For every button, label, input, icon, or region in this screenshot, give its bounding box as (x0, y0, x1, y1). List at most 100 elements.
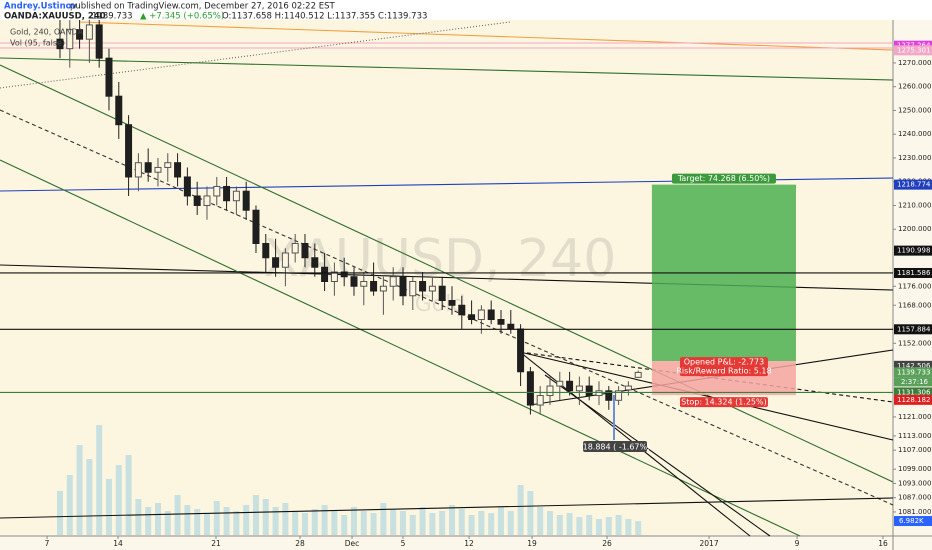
trend-line (0, 497, 894, 519)
price-tag (894, 387, 932, 398)
drawings (0, 21, 894, 537)
x-tick-label: 12 (464, 539, 474, 548)
target-label: Target: 74.268 (6.50%) (677, 174, 770, 183)
y-tick-label: 1093.000 (898, 479, 931, 487)
y-tick-label: 1152.000 (898, 339, 931, 347)
candle-body (330, 271, 338, 283)
volume-bar (174, 495, 181, 535)
volume-bar (576, 517, 583, 535)
candle-body (213, 185, 221, 197)
price-tag-label: 1190.998 (897, 247, 930, 255)
candle-body (468, 314, 476, 321)
price-tag-label: 1139.733 (897, 368, 930, 376)
legend-item: Vol (95, false) (10, 39, 65, 48)
volume-bar (145, 507, 152, 535)
candle-body (203, 195, 211, 206)
channel-line (0, 159, 801, 537)
x-tick-label: 19 (527, 539, 537, 548)
volume-bar (321, 505, 328, 535)
volume-bar (135, 499, 142, 535)
candle-body (399, 276, 407, 297)
y-tick-label: 1270.000 (898, 59, 931, 67)
volume-bar (625, 519, 632, 535)
candle-body (95, 24, 103, 59)
candle-body (379, 285, 387, 292)
price-tag (894, 179, 932, 190)
volume-bar (105, 479, 112, 535)
candle-body (144, 162, 152, 173)
volume-bar (233, 511, 240, 535)
candle-body (566, 380, 574, 392)
price-tag (894, 324, 932, 335)
y-tick-label: 1200.000 (898, 225, 931, 233)
pnl-label: Opened P&L: -2.773 (684, 358, 764, 367)
candle-body (419, 281, 427, 292)
candle-body (291, 242, 299, 254)
x-tick-label: 14 (113, 539, 123, 548)
candle-body (105, 57, 113, 97)
x-tick-label: Dec (345, 539, 360, 548)
candle-body (595, 390, 603, 397)
volume-bar (380, 503, 387, 535)
volume-bar (399, 511, 406, 535)
y-tick-label: 1081.000 (898, 508, 931, 516)
volume-bar (311, 509, 318, 535)
volume-bar (517, 485, 524, 535)
volume-bar (360, 511, 367, 535)
trend-line (79, 21, 894, 51)
price-tag (894, 267, 932, 278)
volume-bar (468, 515, 475, 535)
x-tick-label: 21 (211, 539, 221, 548)
volume-bar (458, 509, 465, 535)
volume-bar (292, 511, 299, 535)
candle-body (370, 281, 378, 292)
published: published on TradingView.com, December 2… (70, 2, 335, 12)
price-tag-label: 1128.182 (897, 396, 930, 404)
symbol: OANDA:XAUUSD, 240 (4, 12, 106, 22)
candle-body (428, 285, 436, 292)
volume-bar (223, 507, 230, 535)
candle-body (242, 190, 250, 211)
y-tick-label: 1121.000 (898, 413, 931, 421)
volume-bar (566, 513, 573, 535)
y-tick-label: 1107.000 (898, 446, 931, 454)
candle-body (409, 281, 417, 297)
pnl-box (679, 357, 768, 377)
volume-bar (556, 515, 563, 535)
volume-bar (203, 513, 210, 535)
volume-bar (164, 511, 171, 535)
candle-body (154, 166, 162, 173)
candle-body (624, 385, 632, 391)
volume-bar (96, 425, 103, 535)
candle-body (311, 257, 319, 268)
timer-label: 2:37:16 (901, 378, 929, 386)
candle-body (448, 300, 456, 306)
volume-tag-label: 6.982K (899, 517, 924, 525)
volume-bar (635, 521, 642, 535)
target-box (671, 173, 776, 184)
volume-bar (341, 515, 348, 535)
volume-tag (894, 516, 932, 527)
y-tick-label: 1087.000 (898, 494, 931, 502)
candle-body (477, 309, 485, 321)
candle-body (438, 285, 446, 302)
price-tag-label: 1142.506 (897, 362, 931, 370)
candle-body (272, 257, 280, 268)
volume-bar (301, 513, 308, 535)
candle-body (605, 390, 613, 401)
volume-bar (478, 511, 485, 535)
candle-body (458, 304, 466, 316)
header-bar (0, 0, 932, 20)
price-tag-label: 1275.301 (897, 46, 930, 54)
volume-bar (331, 511, 338, 535)
ohlc: O:1137.658 H:1140.512 L:1137.355 C:1139.… (222, 12, 427, 22)
candle-body (252, 209, 260, 244)
candle-body (585, 385, 593, 397)
candle-body (85, 24, 93, 40)
volume-bar (390, 509, 397, 535)
volume-bar (154, 503, 161, 535)
volume-bar (488, 513, 495, 535)
y-tick-label: 1250.000 (898, 106, 931, 114)
candle-body (546, 385, 554, 397)
author: Andrey.Ustinov (4, 2, 77, 12)
